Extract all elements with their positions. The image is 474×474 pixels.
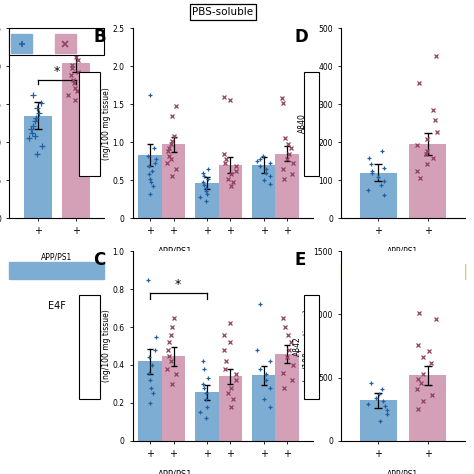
Text: *: *	[175, 278, 181, 291]
Bar	[409, 144, 446, 218]
Text: E2F: E2F	[154, 301, 172, 311]
FancyBboxPatch shape	[9, 28, 104, 55]
Bar	[162, 356, 185, 441]
Bar	[275, 154, 299, 218]
Text: PBS-soluble: PBS-soluble	[192, 7, 253, 17]
Text: Aβ42: Aβ42	[307, 337, 316, 359]
Y-axis label: Aβ42
(ng/100 mg tissue): Aβ42 (ng/100 mg tissue)	[91, 310, 111, 383]
Bar	[360, 401, 397, 441]
Bar	[360, 173, 397, 218]
Bar	[79, 295, 100, 399]
Text: C: C	[93, 251, 105, 269]
Bar	[195, 183, 219, 218]
Text: APP/PS1: APP/PS1	[158, 246, 192, 255]
Bar	[193, 264, 246, 279]
Bar	[304, 72, 319, 176]
Text: Aβ40: Aβ40	[85, 114, 94, 136]
Bar	[62, 63, 90, 218]
Bar	[9, 262, 104, 279]
Bar	[219, 376, 242, 441]
Y-axis label: Aβ40
(ng/100 mg tissue): Aβ40 (ng/100 mg tissue)	[298, 87, 317, 160]
Text: APP/PS1: APP/PS1	[387, 469, 419, 474]
Text: E4F: E4F	[271, 301, 289, 311]
Bar	[136, 264, 189, 279]
Bar	[138, 155, 162, 218]
Text: APP/PS1: APP/PS1	[41, 252, 73, 261]
Bar	[162, 145, 185, 218]
Text: Female: Female	[78, 39, 105, 48]
Text: Aβ40: Aβ40	[307, 114, 316, 136]
Bar	[11, 34, 32, 53]
Bar	[55, 34, 76, 53]
Text: B: B	[93, 28, 106, 46]
Y-axis label: Aβ40
(ng/100 mg tissue): Aβ40 (ng/100 mg tissue)	[91, 87, 111, 160]
Bar	[138, 361, 162, 441]
Text: *: *	[54, 65, 60, 79]
Text: E: E	[294, 251, 306, 269]
Bar	[275, 354, 299, 441]
Bar	[252, 375, 275, 441]
Text: D: D	[294, 28, 308, 46]
Text: APP/PS1: APP/PS1	[158, 469, 192, 474]
Bar	[24, 116, 52, 218]
Bar	[341, 264, 465, 279]
Bar	[304, 295, 319, 399]
Bar	[250, 264, 310, 279]
Y-axis label: Aβ42
(ng/100 mg tissue): Aβ42 (ng/100 mg tissue)	[293, 310, 312, 383]
Bar	[219, 165, 242, 218]
Bar	[79, 72, 100, 176]
Text: Aβ42: Aβ42	[85, 337, 94, 359]
Text: E4F: E4F	[48, 301, 66, 311]
Text: APP/PS1: APP/PS1	[387, 246, 419, 255]
Text: E3F: E3F	[210, 301, 228, 311]
Bar	[409, 375, 446, 441]
Bar	[252, 165, 275, 218]
Bar	[195, 392, 219, 441]
